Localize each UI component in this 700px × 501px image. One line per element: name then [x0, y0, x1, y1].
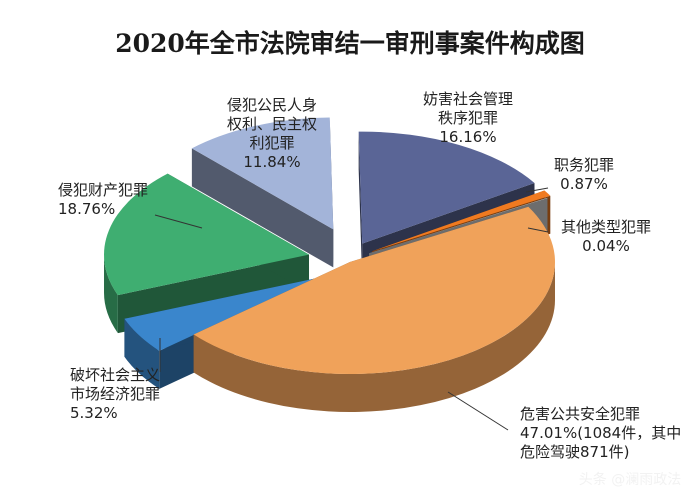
slice-label-1: 妨害社会管理秩序犯罪 16.16% — [423, 90, 513, 146]
slice-label-line: 侵犯公民人身 — [227, 96, 317, 114]
slice-wall-7-0 — [191, 148, 334, 268]
slice-label-7: 侵犯公民人身权利、民主权利犯罪 11.84% — [227, 96, 317, 171]
slice-label-line: 妨害社会管理 — [423, 90, 513, 108]
slice-label-4: 危害公共安全犯罪 47.01%(1084件，其中危险驾驶871件) — [520, 405, 681, 461]
slice-label-line: 秩序犯罪 — [438, 109, 498, 127]
slice-label-line: 侵犯财产犯罪 — [58, 181, 148, 199]
slice-label-line: 11.84% — [243, 153, 300, 171]
leader-line-4 — [447, 391, 509, 431]
slice-label-line: 危害公共安全犯罪 — [520, 405, 640, 423]
slice-label-line: 18.76% — [58, 200, 115, 218]
slice-wall-1-0 — [358, 131, 363, 282]
slice-label-line: 职务犯罪 — [554, 156, 614, 174]
slice-label-line: 47.01%(1084件，其中 — [520, 424, 681, 442]
slice-top-7 — [191, 117, 334, 230]
slices-layer — [104, 117, 555, 412]
chart-title: 2020年全市法院审结一审刑事案件构成图 — [115, 29, 585, 58]
slice-top-3 — [369, 197, 548, 254]
slice-label-line: 权利、民主权 — [227, 115, 317, 133]
slice-outer-wall-5 — [124, 318, 160, 389]
slice-label-3: 其他类型犯罪 0.04% — [561, 218, 651, 255]
slice-label-5: 破坏社会主义市场经济犯罪 5.32% — [70, 366, 160, 422]
slice-top-2 — [372, 190, 551, 252]
slice-label-line: 16.16% — [439, 128, 496, 146]
watermark: 头条 @澜雨政法 — [579, 471, 681, 488]
labels-layer: 妨害社会管理秩序犯罪 16.16% 职务犯罪 0.87% 其他类型犯罪 0.04% 危害公共… — [58, 90, 681, 461]
leader-line-3 — [527, 227, 549, 233]
slice-label-line: 利犯罪 — [249, 134, 294, 152]
slice-top-1 — [358, 131, 535, 244]
slice-top-5 — [124, 278, 316, 351]
slice-label-6: 侵犯财产犯罪 18.76% — [58, 181, 148, 218]
slice-top-4 — [193, 206, 555, 374]
slice-label-line: 破坏社会主义 — [70, 366, 160, 384]
slice-label-line: 危险驾驶871件) — [520, 443, 629, 461]
pie-slice-7 — [191, 117, 334, 268]
slice-top-6 — [104, 173, 310, 296]
slice-label-line: 其他类型犯罪 — [561, 218, 651, 236]
slice-outer-wall-6 — [104, 254, 118, 334]
pie-slice-4 — [193, 206, 555, 412]
slice-label-line: 0.04% — [582, 237, 630, 255]
slice-label-line: 0.87% — [560, 175, 608, 193]
slice-label-line: 5.32% — [70, 404, 118, 422]
slice-label-line: 市场经济犯罪 — [70, 385, 160, 403]
slice-outer-wall-4 — [193, 262, 555, 412]
leader-line-6 — [154, 214, 203, 229]
leader-line-2 — [525, 187, 549, 193]
slice-label-2: 职务犯罪 0.87% — [554, 156, 614, 193]
